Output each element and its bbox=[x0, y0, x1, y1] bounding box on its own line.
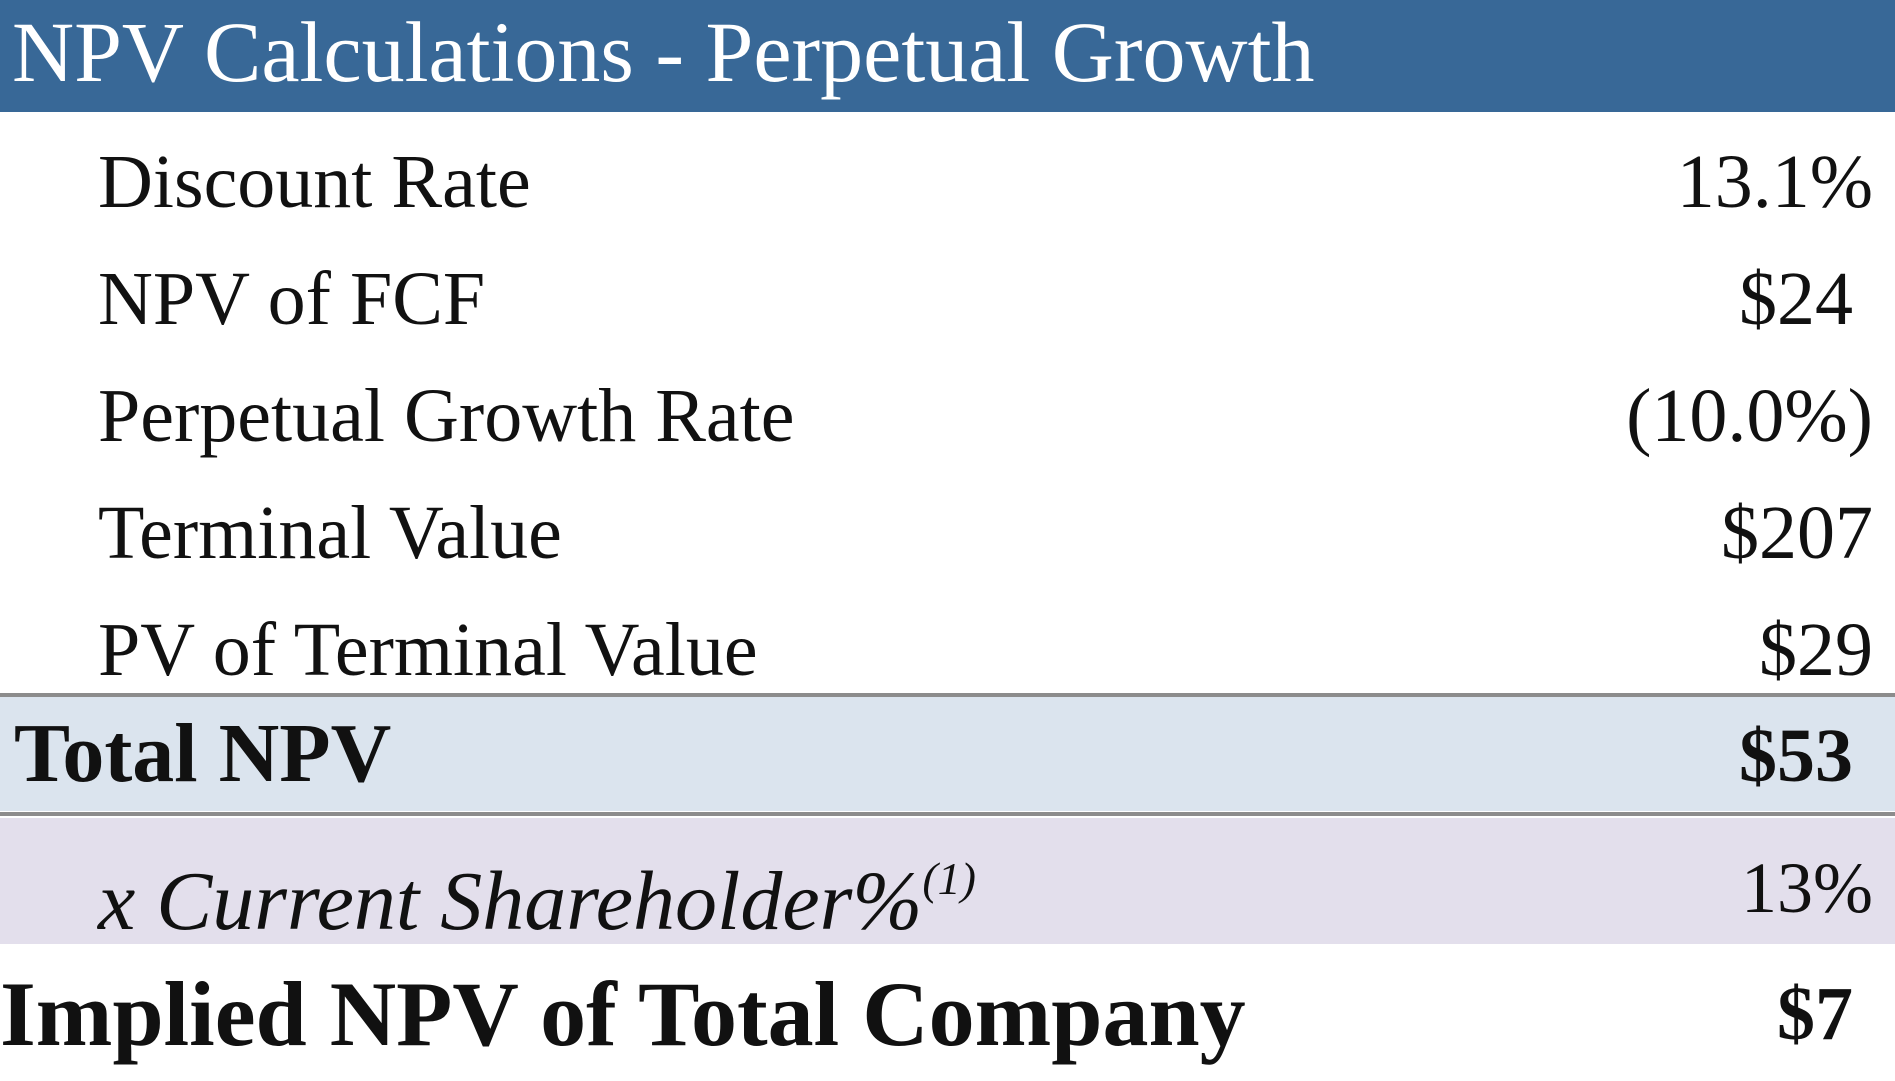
row-value: $29 bbox=[1759, 608, 1873, 692]
divider-bottom bbox=[0, 812, 1895, 816]
row-label: PV of Terminal Value bbox=[98, 608, 758, 692]
row-label: Terminal Value bbox=[98, 491, 562, 575]
shareholder-label: x Current Shareholder%(1) bbox=[98, 818, 976, 948]
row-value: $24 bbox=[1739, 257, 1853, 341]
shareholder-row: x Current Shareholder%(1) 13% bbox=[0, 818, 1895, 948]
row-discount-rate: Discount Rate 13.1% bbox=[0, 124, 1895, 241]
row-value: $207 bbox=[1721, 491, 1873, 575]
row-npv-of-fcf: NPV of FCF $24 bbox=[0, 241, 1895, 358]
total-label: Total NPV bbox=[14, 707, 392, 800]
row-label: Discount Rate bbox=[98, 140, 531, 224]
implied-npv-row: Implied NPV of Total Company $7 bbox=[0, 950, 1895, 1081]
row-value: 13.1% bbox=[1676, 140, 1873, 224]
shareholder-value: 13% bbox=[1741, 848, 1873, 928]
total-value: $53 bbox=[1739, 714, 1853, 798]
divider-top bbox=[0, 693, 1895, 697]
footnote-marker: (1) bbox=[922, 853, 976, 904]
implied-value: $7 bbox=[1777, 972, 1853, 1056]
total-npv-row: Total NPV $53 bbox=[0, 697, 1895, 811]
row-label: NPV of FCF bbox=[98, 257, 486, 341]
row-value: (10.0%) bbox=[1626, 374, 1873, 458]
page-title: NPV Calculations - Perpetual Growth bbox=[12, 4, 1315, 100]
header-bar: NPV Calculations - Perpetual Growth bbox=[0, 0, 1895, 112]
shareholder-label-text: x Current Shareholder% bbox=[98, 855, 923, 948]
implied-label: Implied NPV of Total Company bbox=[0, 963, 1246, 1065]
row-pv-terminal-value: PV of Terminal Value $29 bbox=[0, 592, 1895, 709]
row-terminal-value: Terminal Value $207 bbox=[0, 475, 1895, 592]
row-label: Perpetual Growth Rate bbox=[98, 374, 795, 458]
row-perpetual-growth-rate: Perpetual Growth Rate (10.0%) bbox=[0, 358, 1895, 475]
